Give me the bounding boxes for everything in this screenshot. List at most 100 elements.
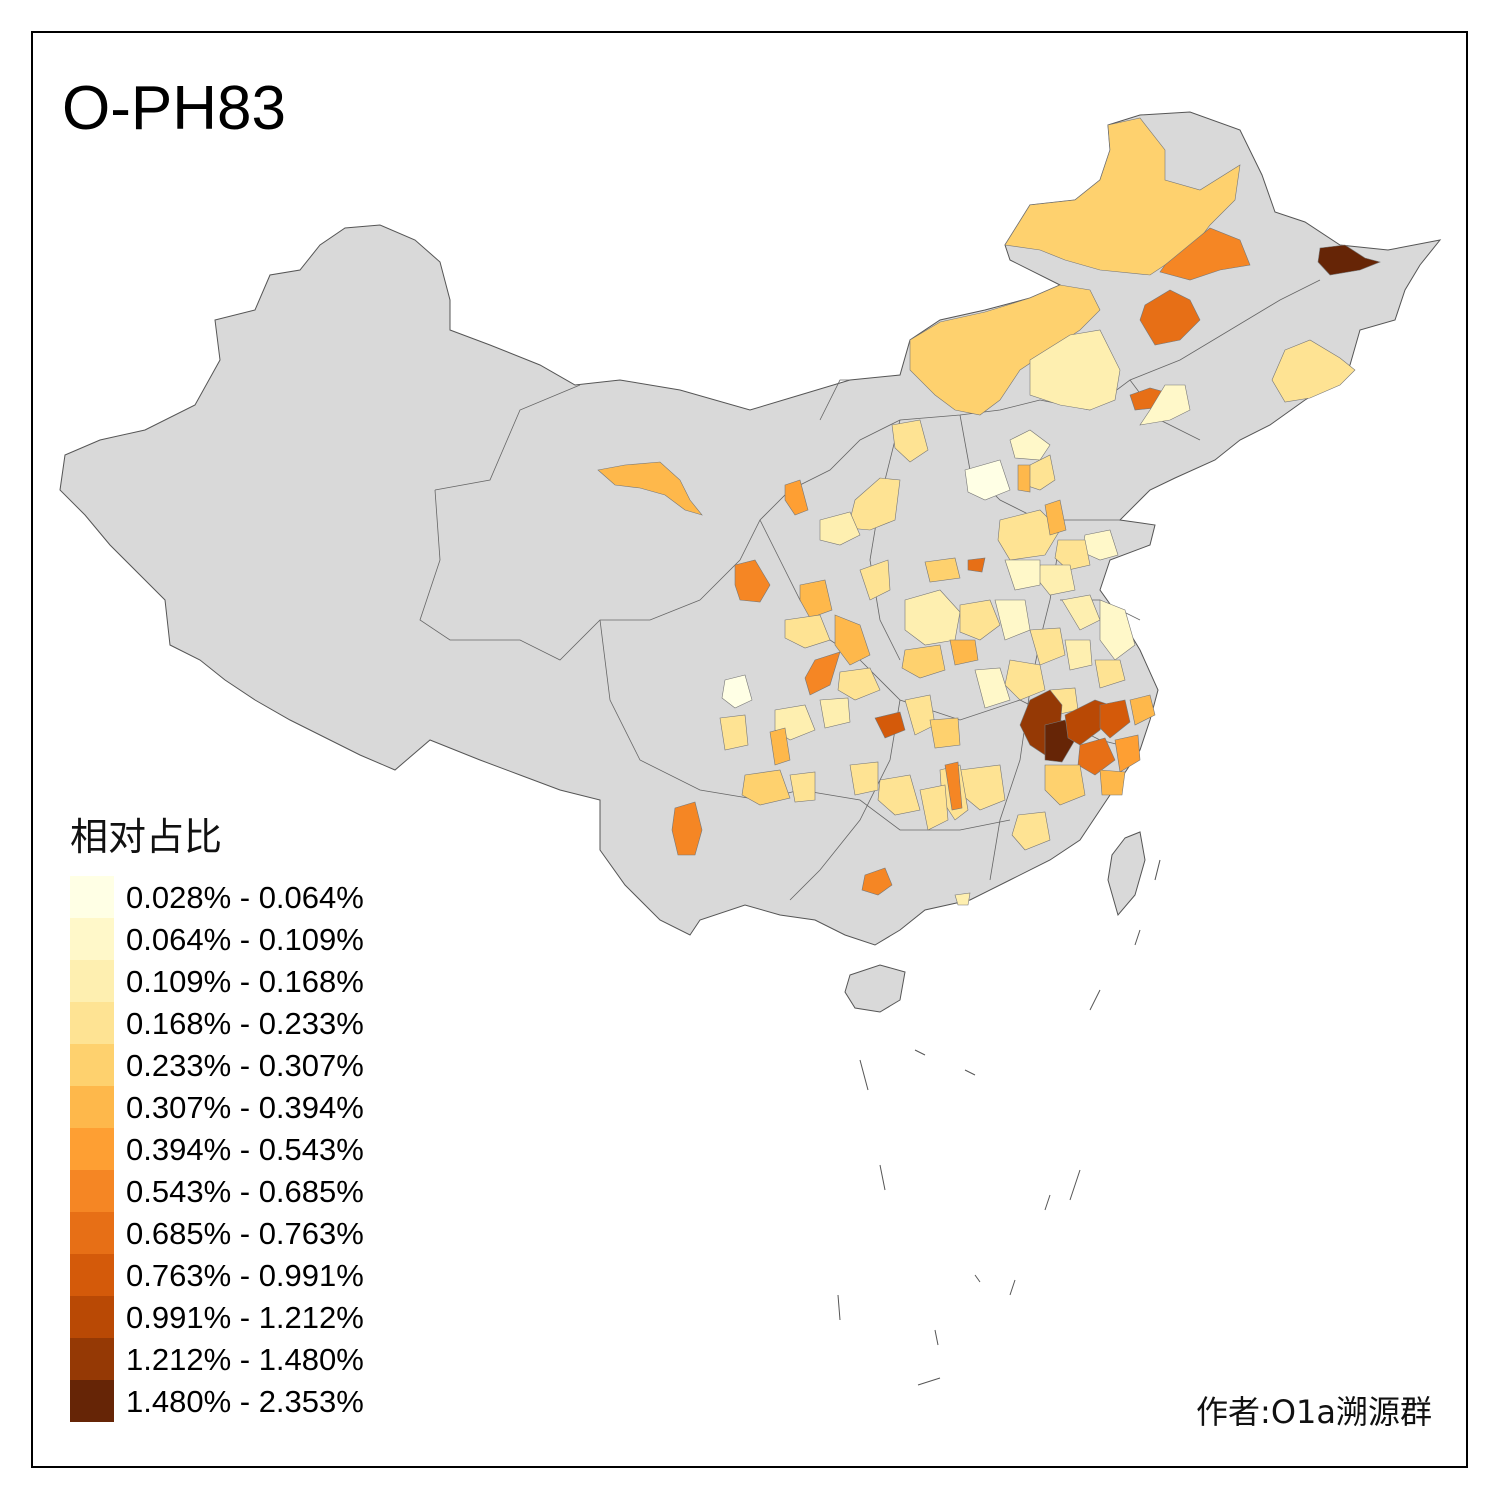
region-hangzhou [1064, 699, 1111, 746]
legend-swatch [70, 1170, 114, 1212]
region-aba [721, 674, 753, 709]
region-hefei [1004, 659, 1046, 701]
region-xining [734, 559, 771, 603]
region-zhangjiakou [1009, 429, 1051, 461]
region-xinyang [949, 639, 979, 666]
region-dali [671, 801, 703, 856]
legend-label: 0.307% - 0.394% [126, 1089, 364, 1125]
taiwan-island [1107, 831, 1146, 917]
region-yancheng [1099, 599, 1136, 661]
legend-item: 0.233% - 0.307% [70, 1044, 410, 1086]
map-frame [31, 31, 1468, 1468]
region-wuwei [784, 479, 809, 516]
legend-label: 0.543% - 0.685% [126, 1173, 364, 1209]
region-weifang [1054, 539, 1091, 571]
region-yichang [874, 711, 906, 739]
legend-swatch [70, 876, 114, 918]
region-ankang [837, 667, 881, 701]
legend-label: 0.233% - 0.307% [126, 1047, 364, 1083]
region-heilongjiang-west [1159, 227, 1251, 281]
region-taizhou-zj [1114, 734, 1141, 773]
region-ya-an [719, 714, 749, 751]
region-guangan [819, 697, 851, 729]
region-zigong [769, 727, 791, 766]
author-credit: 作者:O1a溯源群 [1196, 1393, 1432, 1431]
region-nanjing [1094, 659, 1126, 689]
legend-label: 1.480% - 2.353% [126, 1383, 364, 1419]
legend-item: 1.212% - 1.480% [70, 1338, 410, 1380]
region-nanning [861, 867, 893, 896]
region-zhangye [597, 461, 703, 516]
legend-swatch [70, 960, 114, 1002]
region-jiaozuo [967, 557, 986, 573]
legend-item: 0.109% - 0.168% [70, 960, 410, 1002]
region-jinhua [1077, 737, 1116, 776]
region-chifeng [1029, 329, 1121, 411]
legend-swatch [70, 1002, 114, 1044]
legend-title: 相对占比 [70, 815, 223, 859]
region-fuzhou-fj [1011, 811, 1051, 851]
legend-label: 0.685% - 0.763% [126, 1215, 364, 1251]
region-anqing [974, 667, 1011, 709]
region-hulunbuir [1004, 117, 1241, 276]
region-baoji [784, 614, 831, 649]
legend-item: 0.394% - 0.543% [70, 1128, 410, 1170]
legend-label: 0.763% - 0.991% [126, 1257, 364, 1293]
region-jinan [997, 509, 1061, 561]
region-heze [1004, 559, 1041, 591]
legend-label: 0.168% - 0.233% [126, 1005, 364, 1041]
hainan-island [844, 964, 906, 1013]
region-jiamusi [1317, 244, 1381, 276]
legend-swatch [70, 1086, 114, 1128]
region-jingzhou [929, 717, 961, 749]
legend-item: 0.763% - 0.991% [70, 1254, 410, 1296]
legend-label: 0.028% - 0.064% [126, 879, 364, 915]
region-tianshui [799, 579, 833, 619]
prefecture-regions [597, 117, 1381, 906]
region-yulin [819, 511, 861, 546]
legend-item: 0.168% - 0.233% [70, 1002, 410, 1044]
legend-label: 1.212% - 1.480% [126, 1341, 364, 1377]
region-changsha [877, 774, 921, 816]
legend-swatch [70, 1212, 114, 1254]
legend-swatch [70, 1044, 114, 1086]
region-pingdingshan [959, 599, 1001, 641]
region-ningbo [1129, 694, 1156, 726]
legend-label: 0.109% - 0.168% [126, 963, 364, 999]
legend-swatch [70, 918, 114, 960]
legend-label: 0.991% - 1.212% [126, 1299, 364, 1335]
legend: 相对占比 0.028% - 0.064% 0.064% - 0.109% 0.109… [70, 818, 410, 1422]
mainland-china [59, 111, 1442, 946]
region-zunyi [849, 761, 879, 796]
south-sea-islands [837, 859, 1161, 1386]
region-xiamen [954, 892, 971, 906]
region-baoding [1017, 464, 1031, 493]
legend-swatch [70, 1254, 114, 1296]
region-xian [834, 614, 871, 666]
legend-item: 0.307% - 0.394% [70, 1086, 410, 1128]
region-yibin [741, 769, 791, 806]
region-hengyang [919, 784, 949, 831]
region-mudanjiang [1271, 339, 1356, 403]
legend-item: 0.064% - 0.109% [70, 918, 410, 960]
region-liaocheng [1044, 499, 1067, 536]
region-datong [891, 419, 929, 463]
region-zhengzhou [924, 557, 961, 583]
region-yanan [859, 559, 891, 601]
region-liaoxi [1139, 384, 1191, 426]
region-nanyang [901, 644, 946, 679]
region-shijiazhuang [964, 459, 1011, 501]
region-shangrao [1044, 764, 1086, 806]
legend-item: 0.543% - 0.685% [70, 1170, 410, 1212]
region-liupanshui [789, 771, 816, 803]
region-bengbu [1029, 627, 1066, 666]
legend-rows: 0.028% - 0.064% 0.064% - 0.109% 0.109% - 0… [70, 876, 410, 1422]
region-hanzhong [804, 651, 841, 696]
map-title: O-PH83 [62, 74, 286, 143]
region-huainan [1064, 639, 1093, 671]
legend-swatch [70, 1338, 114, 1380]
region-shaoxing [1099, 699, 1131, 739]
region-wenzhou [1099, 769, 1126, 796]
